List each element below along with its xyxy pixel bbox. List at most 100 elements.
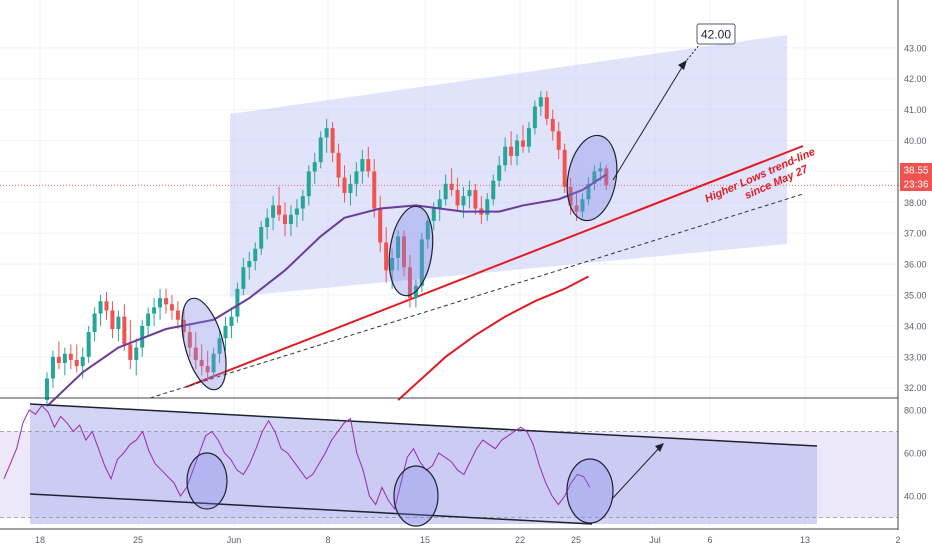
candle-body: [80, 356, 85, 367]
price-axis[interactable]: 43.0042.0041.0040.0039.0038.0037.0036.00…: [897, 0, 932, 530]
candle-body: [116, 316, 121, 330]
candle-body: [604, 168, 609, 186]
candle-body: [396, 236, 401, 258]
candle-body: [491, 180, 496, 200]
candle-body: [461, 196, 466, 206]
candle: [265, 208, 270, 240]
time-tick-label: 25: [133, 535, 143, 545]
candle: [556, 121, 561, 160]
time-tick-label: Jun: [227, 535, 242, 545]
candle: [110, 301, 115, 339]
last-price-label: 38.55: [903, 166, 928, 177]
candle-body: [211, 353, 216, 373]
oscillator-line: [3, 404, 591, 511]
candle: [425, 214, 430, 249]
price-tick-label: 36.00: [904, 260, 927, 270]
candle-body: [521, 140, 525, 147]
candle-body: [360, 159, 365, 172]
candle: [288, 205, 293, 237]
candle-body: [443, 183, 448, 200]
oscillator-lower-line: [29, 493, 593, 525]
candle-body: [140, 325, 145, 348]
candle-body: [390, 257, 395, 271]
candle: [348, 174, 353, 206]
time-axis[interactable]: 18 25 Jun 8 15 22 25 Jul 6 13 2: [35, 535, 901, 545]
candle-body: [247, 261, 252, 268]
candle-body: [164, 298, 168, 305]
candle: [211, 347, 216, 379]
candle: [247, 251, 252, 280]
candle-body: [318, 137, 323, 163]
candle: [521, 125, 525, 153]
callout-connector: [686, 43, 701, 61]
candle: [68, 344, 73, 370]
oscillator-tick-label: 60.00: [904, 449, 927, 459]
candle: [164, 288, 168, 314]
candle-body: [68, 353, 73, 360]
candle-body: [62, 353, 67, 364]
candle-body: [205, 366, 210, 373]
candle: [294, 199, 299, 228]
candle: [580, 193, 585, 218]
candle: [283, 202, 287, 237]
time-tick-label: 15: [420, 535, 430, 545]
oscillator-highlight-ellipse: [566, 458, 614, 524]
candle-body: [550, 118, 555, 132]
candle-body: [86, 332, 91, 357]
candle: [544, 91, 549, 126]
oscillator-arrow-head: [655, 443, 664, 452]
price-tick-label: 42.00: [904, 74, 927, 84]
candle-body: [283, 214, 287, 224]
time-tick-label: 25: [571, 535, 581, 545]
candle-body: [158, 298, 163, 308]
channel-shading: [230, 35, 787, 297]
candle: [50, 350, 55, 388]
candle-body: [110, 310, 115, 330]
candle-body: [128, 344, 133, 360]
candle: [312, 152, 317, 184]
candle: [396, 230, 401, 271]
candle-body: [515, 140, 520, 156]
candle-body: [431, 208, 436, 221]
candle-body: [253, 248, 258, 262]
candle-body: [92, 313, 97, 333]
candle: [92, 307, 97, 342]
candle-body: [467, 189, 472, 197]
oscillator-upper-line: [29, 403, 818, 447]
price-axis-bg: [898, 0, 932, 530]
candle-body: [598, 168, 603, 172]
candle: [503, 137, 508, 172]
candle-body: [229, 316, 234, 326]
candle: [443, 174, 448, 206]
candle: [461, 186, 466, 218]
candle-body: [556, 131, 561, 150]
candle-body: [330, 128, 335, 153]
candle: [336, 143, 341, 187]
candle: [300, 189, 305, 221]
candle: [193, 332, 198, 370]
candle-body: [503, 146, 508, 166]
candle-body: [473, 189, 478, 209]
countdown-label: 23:36: [903, 180, 928, 191]
last-price-badge-bg: [900, 163, 932, 177]
candle: [128, 319, 133, 370]
candle: [455, 177, 460, 212]
candle-body: [407, 267, 412, 299]
candle-body: [146, 313, 151, 326]
candle: [158, 288, 163, 320]
candle: [562, 143, 567, 194]
candle-body: [366, 159, 371, 172]
candle-body: [485, 199, 490, 215]
candle-body: [74, 359, 79, 367]
oscillator-tick-label: 80.00: [904, 406, 927, 416]
candle: [378, 196, 383, 252]
oscillator-highlight-ellipse: [186, 452, 228, 510]
highlight-ellipse: [566, 134, 618, 222]
candle: [104, 291, 109, 320]
candle: [62, 347, 67, 376]
candle: [56, 341, 61, 370]
candle: [515, 134, 520, 166]
candle: [98, 295, 103, 326]
candle-body: [455, 189, 460, 206]
candle-body: [544, 97, 549, 119]
